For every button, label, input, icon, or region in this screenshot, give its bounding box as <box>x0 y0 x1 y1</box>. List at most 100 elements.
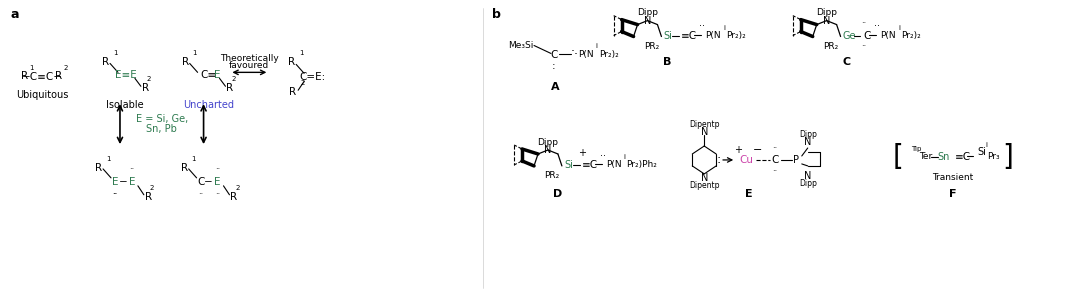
Text: ··: ·· <box>875 22 880 31</box>
Text: −: − <box>119 177 127 187</box>
Text: a: a <box>11 8 19 21</box>
Text: ··: ·· <box>130 165 135 174</box>
Text: ·: · <box>571 45 575 58</box>
Text: Dipentp: Dipentp <box>689 120 719 129</box>
Text: E: E <box>111 177 118 187</box>
Text: R: R <box>288 57 295 67</box>
Text: ]: ] <box>1002 143 1013 171</box>
Text: C≡: C≡ <box>201 70 217 80</box>
Text: +: + <box>578 148 585 158</box>
Text: ··: ·· <box>861 42 866 51</box>
Text: B: B <box>663 57 672 67</box>
Text: i: i <box>985 142 987 148</box>
Text: i: i <box>899 25 901 31</box>
Text: 1: 1 <box>29 65 33 71</box>
Text: R: R <box>145 192 152 202</box>
Text: E: E <box>214 70 220 80</box>
Text: −: − <box>753 145 762 155</box>
Text: C=E:: C=E: <box>299 72 325 82</box>
Text: Ge: Ge <box>842 31 856 40</box>
Text: C: C <box>771 155 779 165</box>
Text: PR₂: PR₂ <box>544 171 559 180</box>
Text: ··: ·· <box>112 190 118 199</box>
Text: 2: 2 <box>231 76 235 82</box>
Text: R: R <box>21 71 28 81</box>
Text: N: N <box>644 16 651 26</box>
Text: 1: 1 <box>191 156 197 162</box>
Text: Pr₂)₂: Pr₂)₂ <box>598 50 619 59</box>
Text: ··: ·· <box>112 190 118 199</box>
Text: Isolable: Isolable <box>106 100 144 110</box>
Text: C: C <box>197 177 204 187</box>
Text: E = Si, Ge,: E = Si, Ge, <box>136 114 188 124</box>
Text: Sn, Pb: Sn, Pb <box>146 124 177 134</box>
Text: favoured: favoured <box>229 61 270 70</box>
Text: i: i <box>724 25 725 31</box>
Text: ·: · <box>573 48 578 61</box>
Text: PR₂: PR₂ <box>644 42 659 51</box>
Text: [: [ <box>893 143 904 171</box>
Text: Pr₂)₂: Pr₂)₂ <box>902 31 921 40</box>
Text: R: R <box>289 87 296 97</box>
Text: 2: 2 <box>150 185 154 191</box>
Text: Dipp: Dipp <box>799 179 816 188</box>
Text: ··: ·· <box>861 20 866 29</box>
Text: Si: Si <box>663 31 672 40</box>
Text: P: P <box>793 155 799 165</box>
Text: b: b <box>492 8 501 21</box>
Text: R: R <box>95 163 102 173</box>
Text: R: R <box>55 71 62 81</box>
Text: F: F <box>949 189 957 199</box>
Text: P(N: P(N <box>705 31 720 40</box>
Text: 1: 1 <box>192 50 198 56</box>
Text: ··: ·· <box>772 144 778 153</box>
Text: Dipp: Dipp <box>538 138 558 146</box>
Text: A: A <box>551 82 559 92</box>
Text: P(N: P(N <box>578 50 593 59</box>
Text: ··: ·· <box>198 190 203 199</box>
Text: R: R <box>180 163 188 173</box>
Text: Cu: Cu <box>739 155 753 165</box>
Text: C: C <box>842 57 851 67</box>
Text: ≡C: ≡C <box>582 160 598 170</box>
Text: D: D <box>553 189 563 199</box>
Text: Theoretically: Theoretically <box>220 54 279 63</box>
Text: Pr₃: Pr₃ <box>987 152 999 162</box>
Text: 2: 2 <box>300 80 305 86</box>
Text: −: − <box>204 177 213 187</box>
Text: Dipentp: Dipentp <box>689 181 719 190</box>
Text: ≡C: ≡C <box>681 31 698 40</box>
Text: PR₂: PR₂ <box>823 42 838 51</box>
Text: N: N <box>804 171 811 181</box>
Text: R: R <box>227 83 233 93</box>
Text: N: N <box>823 16 831 26</box>
Text: Pr₂)Ph₂: Pr₂)Ph₂ <box>626 160 658 169</box>
Text: Transient: Transient <box>932 173 974 182</box>
Text: C: C <box>864 31 870 40</box>
Text: R: R <box>141 83 149 93</box>
Text: ··: ·· <box>699 22 705 31</box>
Text: 1: 1 <box>106 156 110 162</box>
Text: i: i <box>623 154 625 160</box>
Text: E≡E: E≡E <box>116 70 137 80</box>
Text: R: R <box>102 57 109 67</box>
Text: ··: ·· <box>599 151 606 161</box>
Text: 2: 2 <box>64 65 68 71</box>
Text: Ter: Ter <box>919 152 932 162</box>
Text: Si: Si <box>977 147 986 157</box>
Text: Dipp: Dipp <box>637 8 658 17</box>
Text: Pr₂)₂: Pr₂)₂ <box>726 31 746 40</box>
Text: 2: 2 <box>147 76 151 82</box>
Text: i: i <box>596 43 597 50</box>
Text: E: E <box>129 177 135 187</box>
Text: 1: 1 <box>299 50 303 56</box>
Text: Dipp: Dipp <box>816 8 837 17</box>
Text: Dipp: Dipp <box>799 129 816 139</box>
Text: Sn: Sn <box>937 152 949 162</box>
Text: 1: 1 <box>113 50 118 56</box>
Text: E: E <box>745 189 753 199</box>
Text: C: C <box>550 50 557 60</box>
Text: ··: ·· <box>772 167 778 176</box>
Text: :: : <box>716 154 720 166</box>
Text: :: : <box>552 61 556 71</box>
